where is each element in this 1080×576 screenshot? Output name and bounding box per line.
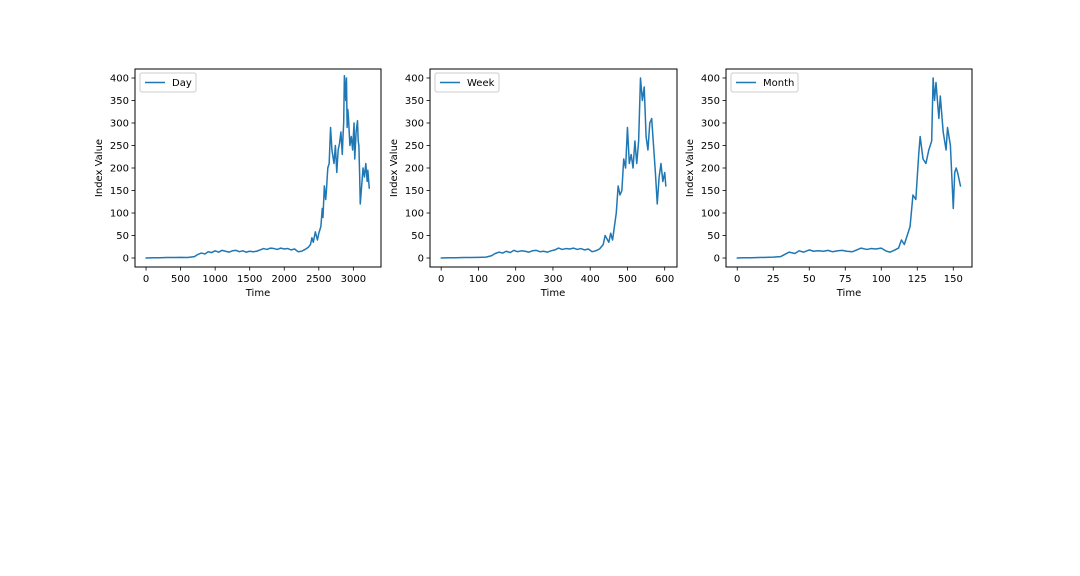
month-y-axis: 0 50 100 150 200 250 300 350 400 xyxy=(701,74,726,265)
day-x-tick-label: 2000 xyxy=(272,274,297,285)
day-y-tick-label: 250 xyxy=(110,141,129,152)
week-x-tick-label: 400 xyxy=(581,274,600,285)
week-x-tick-label: 300 xyxy=(543,274,562,285)
month-y-tick-label: 0 xyxy=(714,254,720,265)
day-x-tick-label: 3000 xyxy=(341,274,366,285)
week-y-tick-label: 0 xyxy=(418,254,424,265)
month-y-tick-label: 150 xyxy=(701,186,720,197)
day-x-tick-label: 500 xyxy=(171,274,190,285)
day-y-tick-label: 350 xyxy=(110,96,129,107)
week-x-tick-label: 0 xyxy=(438,274,444,285)
day-plot-area xyxy=(145,75,370,259)
month-legend-box xyxy=(730,72,799,93)
month-y-tick-label: 300 xyxy=(701,119,720,130)
week-y-tick-label: 150 xyxy=(405,186,424,197)
month-series-line-0 xyxy=(736,77,962,259)
day-y-tick-label: 200 xyxy=(110,164,129,175)
week-x-axis-label: Time xyxy=(540,288,565,299)
day-legend-label: Day xyxy=(172,78,192,89)
month-x-tick-label: 25 xyxy=(767,274,780,285)
day-y-tick-label: 150 xyxy=(110,186,129,197)
month-x-tick-label: 100 xyxy=(872,274,891,285)
month-y-tick-label: 100 xyxy=(701,209,720,220)
week-y-axis-label: Index Value xyxy=(389,139,400,197)
month-y-tick-label: 400 xyxy=(701,74,720,85)
month-x-tick-label: 50 xyxy=(803,274,816,285)
month-y-tick-label: 50 xyxy=(707,231,720,242)
month-plot-area xyxy=(736,77,962,259)
day-legend: Day xyxy=(139,72,197,93)
week-y-tick-label: 250 xyxy=(405,141,424,152)
day-x-tick-label: 1000 xyxy=(202,274,227,285)
week-legend: Week xyxy=(434,72,500,93)
week-x-axis: 0 100 200 300 400 500 600 xyxy=(438,267,674,285)
month-x-tick-label: 75 xyxy=(839,274,852,285)
week-x-tick-label: 200 xyxy=(506,274,525,285)
month-legend: Month xyxy=(730,72,799,93)
month-y-tick-label: 350 xyxy=(701,96,720,107)
week-x-tick-label: 500 xyxy=(618,274,637,285)
month-x-axis: 0 25 50 75 100 125 150 xyxy=(734,267,963,285)
day-x-axis: 0 500 1000 1500 2000 2500 3000 xyxy=(143,267,366,285)
week-y-tick-label: 300 xyxy=(405,119,424,130)
month-x-axis-label: Time xyxy=(836,288,861,299)
week-y-tick-label: 200 xyxy=(405,164,424,175)
week-subplot: 0 100 200 300 400 500 600 0 50 100 150 200 250 300 35… xyxy=(389,68,678,299)
week-plot-area xyxy=(440,77,667,259)
day-y-tick-label: 100 xyxy=(110,209,129,220)
week-y-tick-label: 100 xyxy=(405,209,424,220)
day-y-tick-label: 50 xyxy=(116,231,129,242)
day-y-axis: 0 50 100 150 200 250 300 350 400 xyxy=(110,74,135,265)
week-y-tick-label: 400 xyxy=(405,74,424,85)
day-x-axis-label: Time xyxy=(245,288,270,299)
week-y-tick-label: 350 xyxy=(405,96,424,107)
day-x-tick-label: 1500 xyxy=(237,274,262,285)
week-x-tick-label: 100 xyxy=(469,274,488,285)
week-series-line-0 xyxy=(440,77,667,259)
day-subplot: 0 500 1000 1500 2000 2500 3000 0 50 100 150 200 250… xyxy=(94,68,382,299)
day-y-tick-label: 0 xyxy=(123,254,129,265)
day-series-line-0 xyxy=(145,75,370,259)
day-y-tick-label: 300 xyxy=(110,119,129,130)
month-y-tick-label: 250 xyxy=(701,141,720,152)
day-x-tick-label: 0 xyxy=(143,274,149,285)
week-x-tick-label: 600 xyxy=(655,274,674,285)
month-y-tick-label: 200 xyxy=(701,164,720,175)
day-y-axis-label: Index Value xyxy=(94,139,105,197)
week-y-axis: 0 50 100 150 200 250 300 350 400 xyxy=(405,74,430,265)
month-x-tick-label: 150 xyxy=(944,274,963,285)
week-y-tick-label: 50 xyxy=(411,231,424,242)
day-legend-box xyxy=(139,72,197,93)
month-x-tick-label: 125 xyxy=(908,274,927,285)
month-y-axis-label: Index Value xyxy=(685,139,696,197)
week-legend-label: Week xyxy=(467,78,495,89)
month-x-tick-label: 0 xyxy=(734,274,740,285)
day-y-tick-label: 400 xyxy=(110,74,129,85)
day-x-tick-label: 2500 xyxy=(306,274,331,285)
month-legend-label: Month xyxy=(763,78,794,89)
month-subplot: 0 25 50 75 100 125 150 0 50 100 150 200 250 300 350 40… xyxy=(685,68,973,299)
week-legend-box xyxy=(434,72,500,93)
